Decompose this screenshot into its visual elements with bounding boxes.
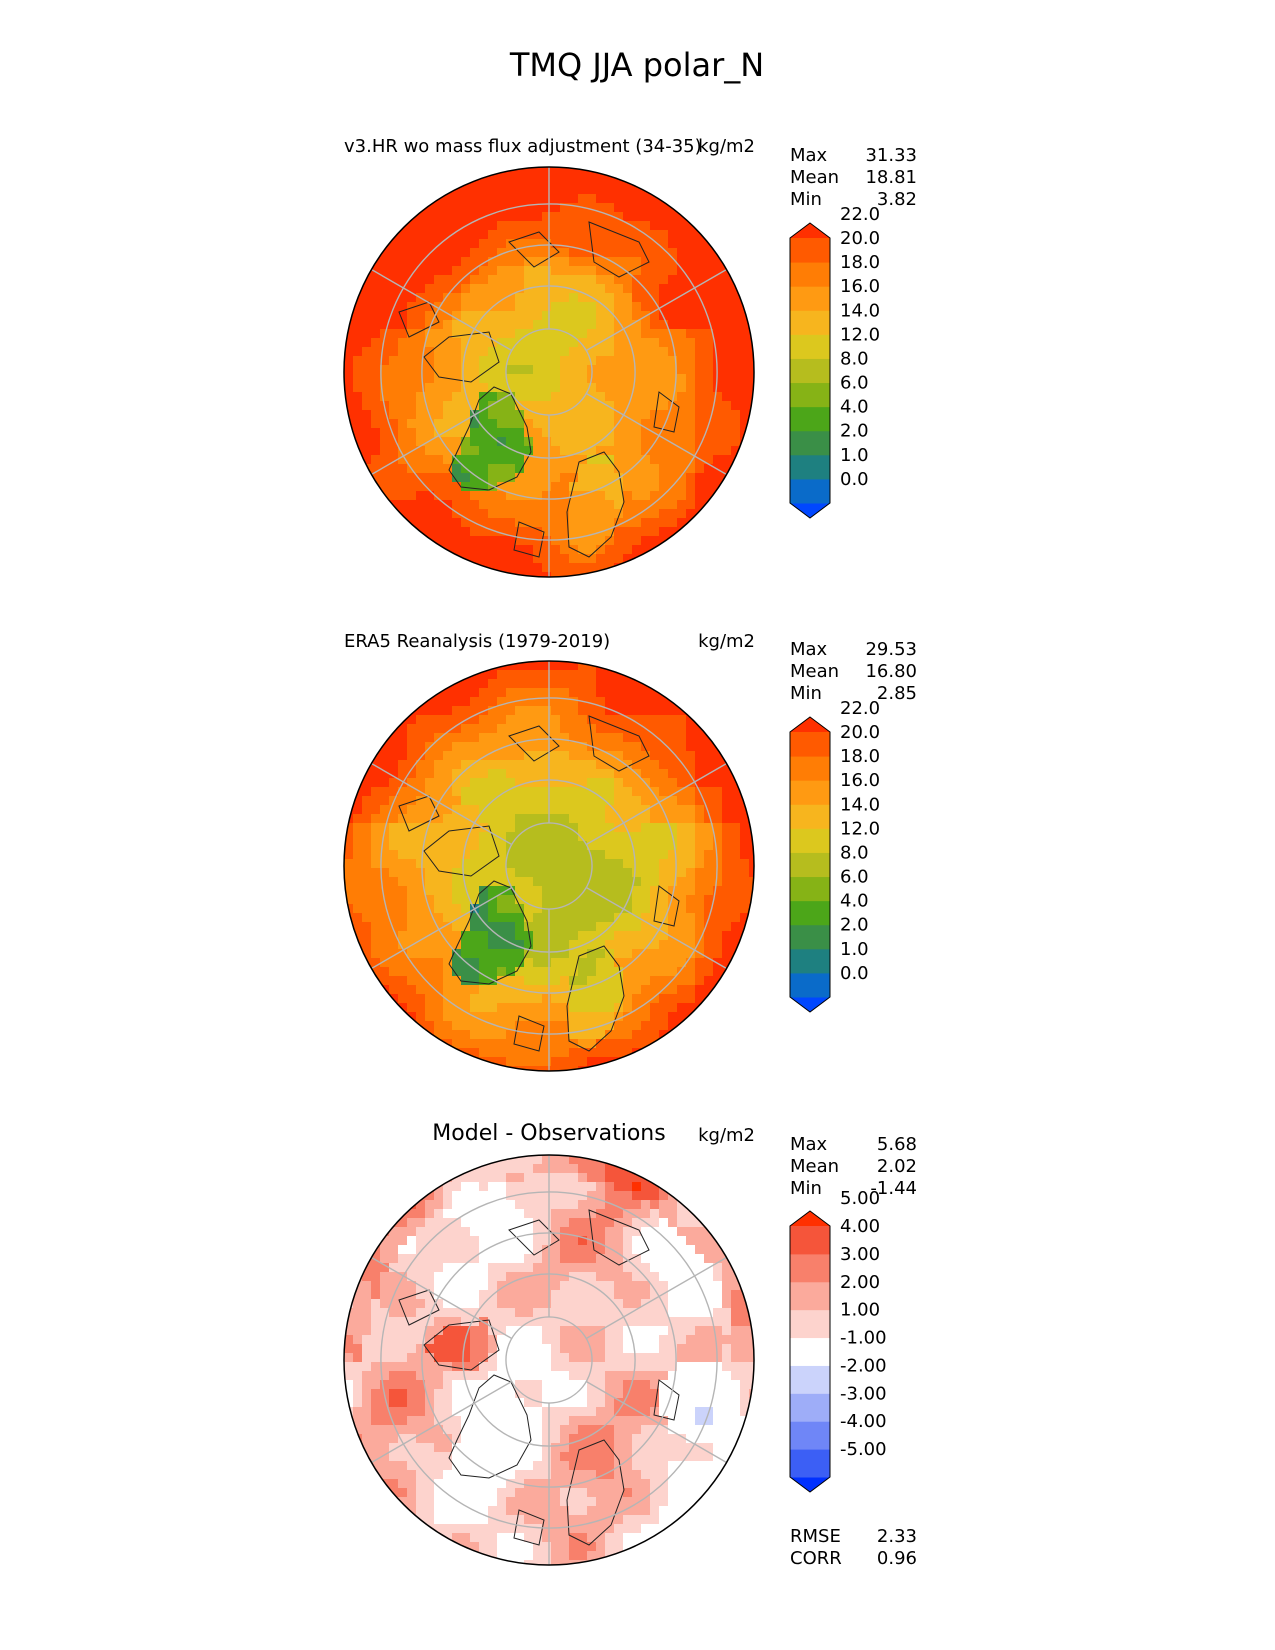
panel-model-colorbar-tick: 1.0 [840, 445, 869, 466]
panel-difference-coastline [398, 1209, 680, 1546]
panel-difference: Model - Observations kg/m2 Max 5.68 Mean… [343, 1121, 917, 1569]
panel-model-max-label: Max [790, 145, 828, 166]
panel-reference-colorbar-tick: 18.0 [840, 746, 880, 767]
panel-reference-colorbar-tick: 1.0 [840, 939, 869, 960]
panel-reference-colorbar-tick: 16.0 [840, 770, 880, 791]
panel-difference-min-value: -1.44 [870, 1178, 917, 1199]
panel-difference-colorbar-tick: 3.00 [840, 1244, 880, 1265]
panel-model-colorbar: 0.0 1.0 2.0 4.0 6.0 8.0 12.0 14.0 16.0 18.0 20.0 22… [789, 204, 880, 519]
panel-model: v3.HR wo mass flux adjustment (34-35) kg… [343, 136, 917, 578]
panel-model-max-value: 31.33 [865, 145, 917, 166]
panel-model-gridlines [371, 167, 727, 577]
panel-reference-min-label: Min [790, 683, 822, 704]
panel-model-colorbar-tick: 22.0 [840, 204, 880, 225]
panel-reference-colorbar-tick: 20.0 [840, 722, 880, 743]
panel-model-colorbar-tick: 20.0 [840, 228, 880, 249]
panel-difference-rmse-value: 2.33 [877, 1526, 917, 1547]
panel-difference-colorbar-tick: -5.00 [840, 1439, 887, 1460]
panel-difference-rmse-label: RMSE [790, 1526, 841, 1547]
panel-difference-map-frame [343, 1154, 755, 1566]
panel-difference-max-value: 5.68 [877, 1134, 917, 1155]
panel-reference-colorbar-tick: 8.0 [840, 842, 869, 863]
panel-reference-colorbar: 0.0 1.0 2.0 4.0 6.0 8.0 12.0 14.0 16.0 18.0 20.0 22… [789, 698, 880, 1013]
panel-model-map-frame [343, 166, 755, 578]
panel-reference-max-label: Max [790, 639, 828, 660]
panel-difference-min-label: Min [790, 1178, 822, 1199]
panel-reference: ERA5 Reanalysis (1979-2019) kg/m2 Max 29… [343, 631, 917, 1072]
panel-model-colorbar-tick: 4.0 [840, 397, 869, 418]
panel-model-colorbar-tick: 14.0 [840, 300, 880, 321]
panel-reference-subtitle: ERA5 Reanalysis (1979-2019) [344, 631, 610, 652]
panel-model-units: kg/m2 [698, 136, 755, 157]
panel-reference-colorbar-tick: 0.0 [840, 963, 869, 984]
panel-model-colorbar-tick: 12.0 [840, 324, 880, 345]
panel-difference-mean-value: 2.02 [877, 1156, 917, 1177]
panel-model-subtitle: v3.HR wo mass flux adjustment (34-35) [344, 136, 702, 157]
panel-difference-colorbar-tick: 5.00 [840, 1188, 880, 1209]
panel-model-colorbar-tick: 16.0 [840, 276, 880, 297]
panel-model-colorbar-tick: 18.0 [840, 252, 880, 273]
panel-difference-corr-label: CORR [790, 1548, 842, 1569]
panel-reference-coastline [398, 715, 680, 1052]
panel-difference-colorbar-tick: 2.00 [840, 1272, 880, 1293]
panel-model-mean-value: 18.81 [865, 167, 917, 188]
panel-reference-map-frame [343, 660, 755, 1072]
panel-reference-colorbar-tick: 6.0 [840, 867, 869, 888]
panel-difference-colorbar-tick: 4.00 [840, 1216, 880, 1237]
panel-difference-colorbar-tick: 1.00 [840, 1300, 880, 1321]
panel-reference-colorbar-tick: 12.0 [840, 818, 880, 839]
panel-model-mean-label: Mean [790, 167, 839, 188]
panel-model-colorbar-tick: 6.0 [840, 373, 869, 394]
panel-reference-mean-label: Mean [790, 661, 839, 682]
panel-model-map [344, 167, 754, 577]
panel-model-colorbar-tick: 0.0 [840, 469, 869, 490]
panel-difference-subtitle: Model - Observations [432, 1121, 665, 1146]
panel-reference-units: kg/m2 [698, 631, 755, 652]
panel-reference-mean-value: 16.80 [865, 661, 917, 682]
panel-difference-colorbar-tick: -4.00 [840, 1411, 887, 1432]
panel-difference-colorbar-tick: -3.00 [840, 1383, 887, 1404]
panel-difference-colorbar-tick: -1.00 [840, 1328, 887, 1349]
panel-difference-mean-label: Mean [790, 1156, 839, 1177]
figure-title: TMQ JJA polar_N [509, 46, 764, 84]
panel-difference-colorbar: -5.00 -4.00 -3.00 -2.00 -1.00 1.00 2.00 3.00 4.0… [789, 1188, 887, 1493]
panel-reference-colorbar-tick: 2.0 [840, 915, 869, 936]
panel-difference-units: kg/m2 [698, 1125, 755, 1146]
panel-difference-max-label: Max [790, 1134, 828, 1155]
panel-model-colorbar-tick: 2.0 [840, 421, 869, 442]
panel-reference-max-value: 29.53 [865, 639, 917, 660]
panel-reference-gridlines [371, 661, 727, 1071]
panel-difference-colorbar-tick: -2.00 [840, 1355, 887, 1376]
panel-model-min-value: 3.82 [877, 189, 917, 210]
panel-model-colorbar-tick: 8.0 [840, 348, 869, 369]
panel-reference-colorbar-tick: 14.0 [840, 794, 880, 815]
panel-difference-corr-value: 0.96 [877, 1548, 917, 1569]
panel-reference-min-value: 2.85 [877, 683, 917, 704]
panel-reference-colorbar-tick: 22.0 [840, 698, 880, 719]
panel-model-min-label: Min [790, 189, 822, 210]
panel-difference-gridlines [371, 1155, 727, 1565]
panel-model-coastline [398, 221, 680, 558]
panel-reference-colorbar-tick: 4.0 [840, 891, 869, 912]
